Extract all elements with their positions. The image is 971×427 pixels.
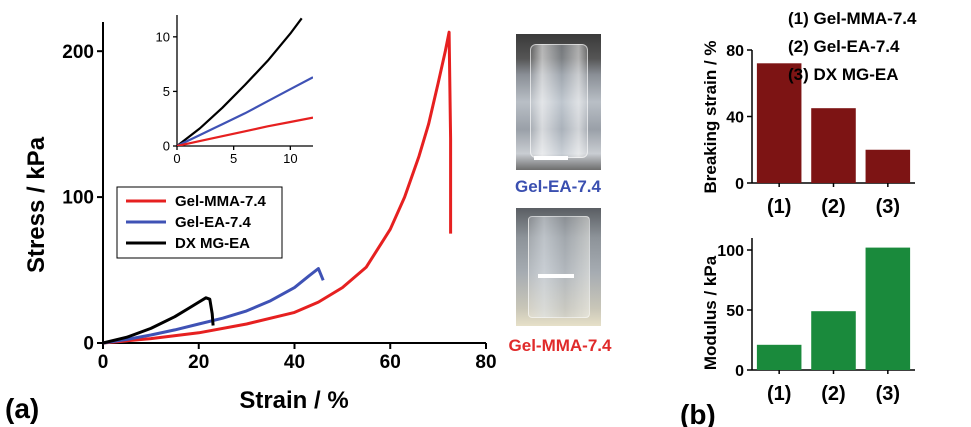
y-tick-label: 10 — [156, 29, 170, 44]
y-tick-label: 0 — [83, 334, 94, 355]
gel-ea-cylinder — [530, 44, 588, 158]
scale-bar — [534, 156, 568, 160]
y-tick-label: 40 — [726, 110, 744, 127]
y-tick-label: 80 — [726, 43, 744, 60]
series-line-gel-mma-7-4 — [102, 30, 453, 345]
series-line-gel-ea-7-4 — [102, 267, 325, 345]
series-line-gel-ea-7-4 — [177, 76, 313, 146]
x-tick-label: (1) — [767, 196, 791, 218]
modulus-y-axis-label: Modulus / kPa — [701, 255, 720, 370]
x-tick-label: 20 — [188, 352, 209, 373]
x-tick-label: 80 — [475, 352, 496, 373]
bar-2 — [811, 311, 856, 370]
scale-bar — [538, 274, 574, 278]
y-tick-label: 100 — [717, 243, 744, 260]
bar-3 — [865, 247, 911, 370]
x-tick-label: 10 — [283, 151, 297, 166]
main-legend: Gel-MMA-7.4 Gel-EA-7.4 DX MG-EA — [116, 186, 283, 259]
bar-legend-item-1: (1) Gel-MMA-7.4 — [788, 9, 917, 28]
x-tick-label: (3) — [876, 383, 900, 405]
gel-ea-photo — [516, 34, 601, 170]
main-x-axis-label: Strain / % — [239, 387, 348, 414]
x-tick-label: (3) — [876, 196, 900, 218]
bar-1 — [756, 63, 802, 183]
bar-1 — [756, 344, 802, 370]
gel-mma-photo — [516, 208, 601, 326]
legend-label-gel-ea: Gel-EA-7.4 — [175, 214, 252, 231]
bar-legend-item-3: (3) DX MG-EA — [788, 65, 899, 84]
bar-3 — [865, 149, 911, 183]
y-tick-label: 200 — [62, 42, 94, 63]
x-tick-label: (1) — [767, 383, 791, 405]
x-tick-label: 0 — [173, 151, 180, 166]
x-tick-label: 5 — [230, 151, 237, 166]
y-tick-label: 0 — [735, 176, 744, 193]
clipped-series — [177, 17, 313, 146]
y-tick-label: 0 — [735, 363, 744, 380]
gel-mma-cylinder — [528, 216, 590, 318]
photo-caption-gel-mma: Gel-MMA-7.4 — [509, 336, 613, 355]
strain-y-axis-label: Breaking strain / % — [701, 40, 720, 193]
y-tick-label: 100 — [62, 188, 94, 209]
y-tick-label: 5 — [163, 84, 170, 99]
photo-caption-gel-ea: Gel-EA-7.4 — [515, 177, 602, 196]
inset-chart: 0 5 10 0 5 10 — [156, 15, 313, 166]
x-tick-label: (2) — [821, 383, 845, 405]
bar-legend: (1) Gel-MMA-7.4 (2) Gel-EA-7.4 (3) DX MG… — [788, 9, 917, 84]
series-line-dx-mg-ea — [177, 17, 303, 146]
bar-legend-item-2: (2) Gel-EA-7.4 — [788, 37, 900, 56]
legend-label-gel-mma: Gel-MMA-7.4 — [175, 193, 267, 210]
x-tick-label: 40 — [284, 352, 305, 373]
panel-label-b: (b) — [680, 399, 716, 427]
x-tick-label: 60 — [380, 352, 401, 373]
series-line-gel-mma-7-4 — [177, 116, 313, 146]
modulus-chart: 0 50 100 (1) (2) (3) — [717, 238, 915, 405]
bar-2 — [811, 108, 856, 183]
legend-label-dx: DX MG-EA — [175, 235, 250, 252]
y-tick-label: 0 — [163, 139, 170, 154]
panel-label-a: (a) — [5, 393, 39, 424]
series-line-dx-mg-ea — [102, 296, 215, 345]
x-tick-label: 0 — [98, 352, 109, 373]
main-y-axis-label: Stress / kPa — [23, 136, 50, 273]
breaking-strain-chart: 0 40 80 (1) (2) (3) — [726, 43, 915, 218]
x-tick-label: (2) — [821, 196, 845, 218]
y-tick-label: 50 — [726, 303, 744, 320]
